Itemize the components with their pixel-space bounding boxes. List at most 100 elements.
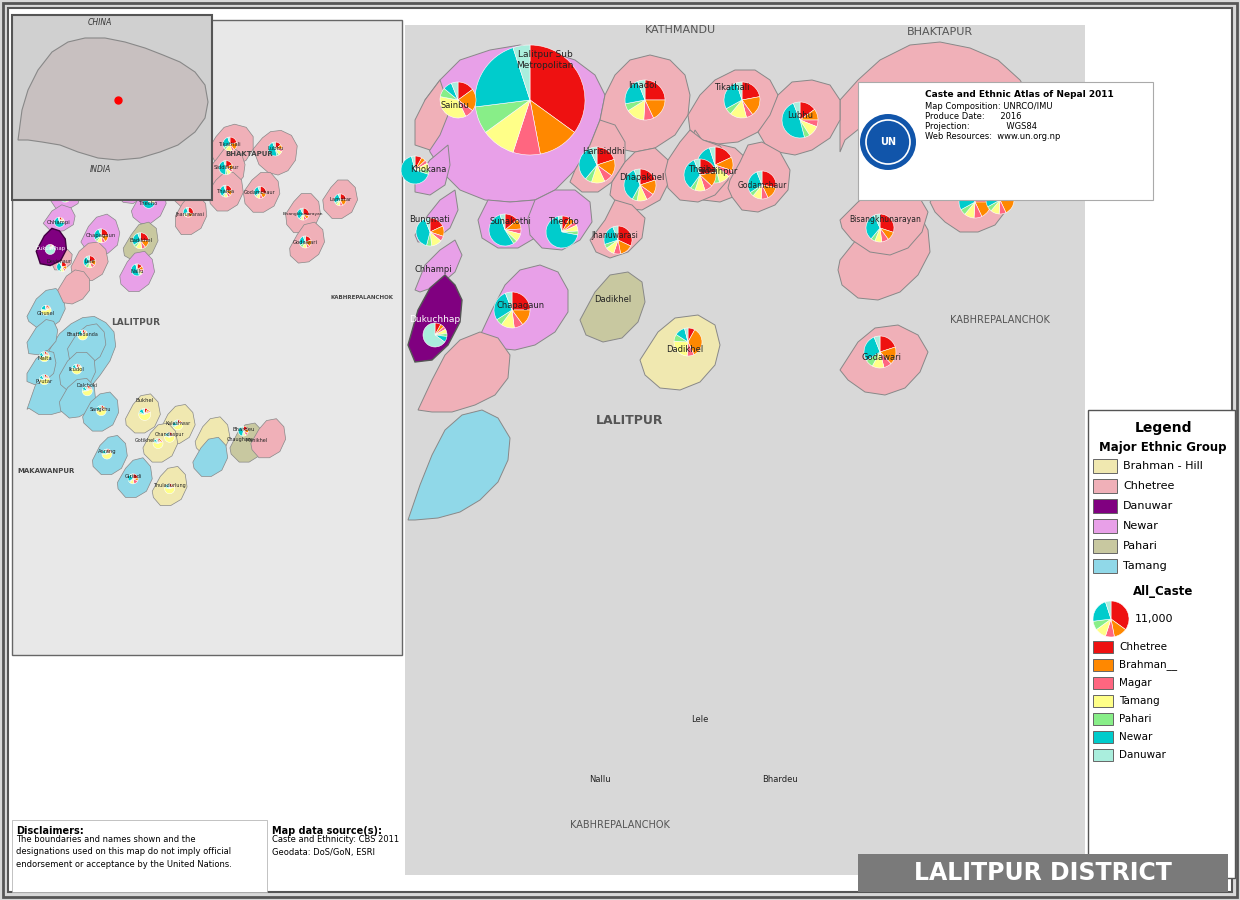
Text: BHAKTAPUR: BHAKTAPUR (906, 27, 973, 37)
Wedge shape (72, 364, 77, 369)
Wedge shape (131, 180, 136, 186)
Wedge shape (637, 80, 645, 100)
Wedge shape (640, 185, 653, 200)
Wedge shape (275, 145, 283, 149)
Wedge shape (691, 175, 701, 190)
Text: BHAKTAPUR: BHAKTAPUR (226, 151, 273, 157)
Wedge shape (87, 386, 91, 391)
Wedge shape (867, 352, 880, 366)
Wedge shape (177, 420, 180, 425)
Wedge shape (83, 256, 89, 266)
Wedge shape (102, 408, 105, 410)
Wedge shape (177, 422, 182, 425)
Wedge shape (45, 374, 47, 380)
Polygon shape (839, 42, 1040, 195)
Wedge shape (42, 374, 45, 380)
Wedge shape (701, 172, 715, 186)
Wedge shape (40, 375, 45, 380)
Polygon shape (580, 272, 645, 342)
Wedge shape (255, 193, 260, 197)
Wedge shape (339, 194, 340, 200)
Wedge shape (145, 410, 149, 414)
Bar (1092, 731, 1114, 743)
Wedge shape (238, 427, 243, 436)
Polygon shape (60, 378, 95, 419)
Wedge shape (169, 165, 174, 171)
Wedge shape (130, 135, 144, 158)
Wedge shape (219, 161, 226, 175)
Wedge shape (714, 165, 719, 183)
Wedge shape (435, 329, 446, 335)
Wedge shape (154, 441, 157, 444)
Bar (405, 25, 1085, 875)
Wedge shape (226, 190, 232, 195)
Wedge shape (880, 352, 892, 367)
Text: Godamchaur: Godamchaur (738, 181, 786, 190)
Wedge shape (40, 353, 45, 356)
Polygon shape (52, 249, 72, 270)
Wedge shape (415, 219, 430, 246)
Text: KATHMANDU: KATHMANDU (17, 151, 68, 157)
Wedge shape (74, 364, 77, 369)
Text: Map data source(s):: Map data source(s): (272, 826, 382, 836)
Wedge shape (562, 221, 577, 232)
Polygon shape (60, 353, 95, 392)
Wedge shape (57, 263, 62, 271)
Wedge shape (505, 214, 517, 230)
Wedge shape (961, 202, 975, 214)
Wedge shape (46, 307, 51, 310)
Polygon shape (415, 240, 463, 292)
Polygon shape (27, 350, 56, 384)
Wedge shape (625, 81, 645, 104)
Polygon shape (528, 190, 591, 250)
Wedge shape (145, 409, 148, 414)
Wedge shape (102, 452, 112, 459)
Wedge shape (875, 228, 882, 242)
Wedge shape (303, 214, 306, 220)
Wedge shape (45, 352, 47, 356)
Polygon shape (123, 222, 157, 261)
Wedge shape (102, 236, 105, 243)
Wedge shape (675, 335, 688, 342)
Text: Dhapakhel: Dhapakhel (175, 184, 203, 190)
Wedge shape (219, 185, 226, 196)
Wedge shape (303, 214, 309, 219)
Wedge shape (131, 185, 138, 188)
Wedge shape (512, 310, 529, 325)
Text: Tamang: Tamang (1118, 696, 1159, 706)
Polygon shape (143, 423, 177, 462)
Wedge shape (165, 484, 170, 489)
Wedge shape (475, 48, 529, 107)
Polygon shape (684, 130, 748, 202)
Wedge shape (340, 200, 346, 205)
Wedge shape (45, 354, 50, 356)
Wedge shape (512, 310, 522, 328)
Wedge shape (133, 233, 140, 245)
Polygon shape (93, 436, 128, 474)
Wedge shape (782, 104, 805, 138)
Wedge shape (188, 207, 193, 214)
Wedge shape (60, 220, 64, 222)
Wedge shape (444, 84, 458, 100)
Wedge shape (138, 270, 141, 275)
Text: Lele: Lele (692, 716, 709, 724)
Wedge shape (427, 232, 432, 246)
Wedge shape (299, 214, 303, 220)
Wedge shape (170, 434, 175, 437)
Wedge shape (77, 365, 81, 369)
Text: Girindi: Girindi (124, 474, 141, 479)
Wedge shape (145, 410, 150, 414)
Text: Lamatar: Lamatar (957, 187, 992, 196)
Wedge shape (300, 208, 303, 214)
Wedge shape (435, 327, 445, 335)
Wedge shape (880, 228, 893, 239)
Wedge shape (451, 82, 458, 100)
Polygon shape (250, 418, 285, 458)
Wedge shape (226, 167, 233, 172)
Wedge shape (999, 200, 1006, 214)
Polygon shape (477, 265, 568, 350)
Wedge shape (489, 215, 513, 246)
Text: KABHREPALANCHOK: KABHREPALANCHOK (331, 295, 394, 301)
Text: All_Caste: All_Caste (1133, 584, 1193, 598)
Polygon shape (408, 275, 463, 362)
